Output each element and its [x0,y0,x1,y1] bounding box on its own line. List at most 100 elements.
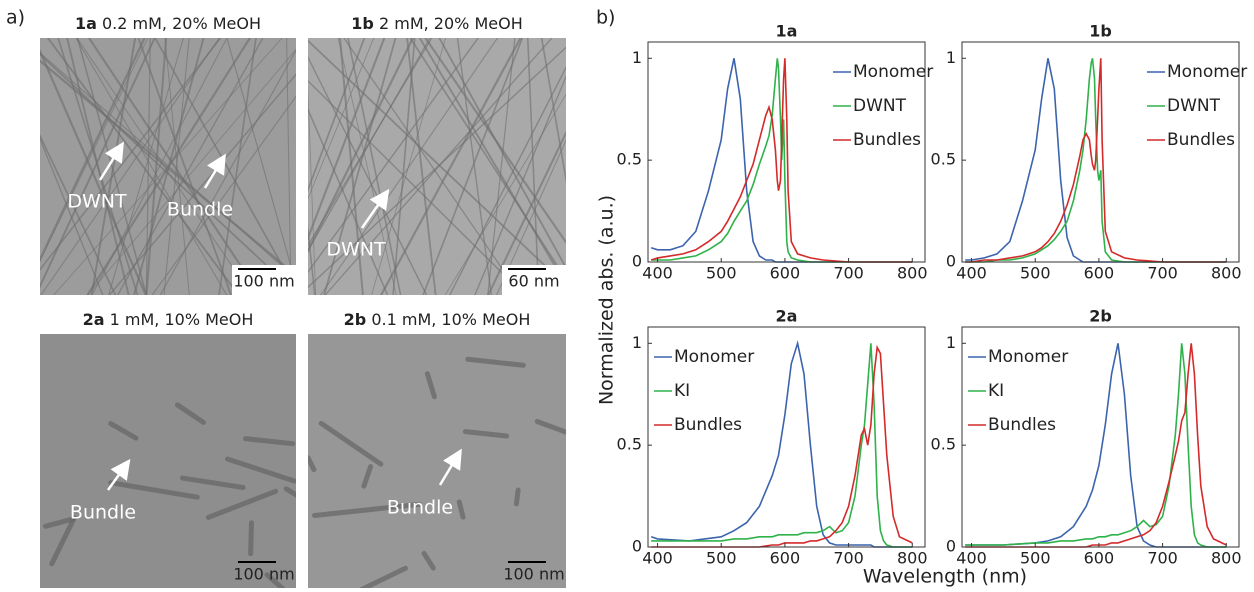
series-line [651,58,913,263]
legend-label: Bundles [988,415,1056,435]
annotation-arrow [203,153,226,189]
fiber [361,464,374,489]
legend-label: Monomer [988,347,1068,367]
series-line [651,343,913,548]
fiber [174,402,206,425]
fiber [264,572,286,588]
y-tick-label: 0.5 [617,435,642,454]
fiber [320,38,499,295]
fiber [318,420,384,467]
fiber [308,223,316,295]
plot-frame [647,326,926,548]
fiber [163,38,190,295]
y-tick-label: 0 [946,537,956,556]
fiber [379,38,522,295]
legend-label: Monomer [1167,62,1247,82]
x-tick-label: 500 [1020,549,1051,568]
fiber [540,38,566,185]
fiber [286,38,292,295]
fiber [87,48,296,295]
micrograph-id: 2a [83,310,105,329]
series-line [965,58,1227,263]
x-tick-label: 500 [1020,264,1051,283]
series-line [650,58,913,263]
plot-frame [961,326,1240,548]
fiber [424,38,566,245]
micrograph-id: 1b [351,14,374,33]
fiber [164,38,190,295]
fiber [323,38,397,295]
micrograph-caption-text: 1 mM, 10% MeOH [110,310,254,329]
fiber [406,38,437,295]
micrograph [308,334,566,588]
fiber [308,38,366,193]
micrograph [308,38,566,295]
annotation-arrow [438,448,462,486]
y-tick-label: 1 [632,333,642,352]
fiber [145,38,151,295]
fiber [456,38,493,295]
annotation: Bundle [167,199,233,221]
fiber [159,49,296,295]
series-line [651,344,913,548]
fiber [283,486,296,498]
annotation: DWNT [326,239,386,261]
scale-bar-label: 100 nm [233,272,294,291]
fiber [534,418,566,435]
legend-label: Bundles [674,415,742,435]
annotation-arrow [98,141,124,181]
x-tick-label: 700 [1147,264,1178,283]
fiber [359,565,408,588]
fiber [308,55,428,295]
x-tick-label: 800 [1211,549,1242,568]
x-tick-label: 400 [642,264,673,283]
scale-bar-label: 60 nm [508,272,559,291]
fiber [86,38,252,295]
fiber [40,137,104,295]
x-tick-label: 700 [833,549,864,568]
series-line [965,343,1227,548]
micrograph [40,334,296,588]
fiber [474,74,566,295]
x-tick-label: 600 [770,264,801,283]
micrograph-image [308,334,566,588]
fiber [0,33,18,300]
fiber [40,133,117,295]
fiber [465,356,526,368]
fiber [40,38,220,295]
micrograph-caption: 2a 1 mM, 10% MeOH [83,310,254,329]
fiber [496,139,566,295]
fiber [347,38,402,295]
legend-label: KI [988,381,1004,401]
fiber [526,38,540,295]
fiber [205,488,279,520]
plot-frame [647,41,926,263]
fiber [308,38,375,200]
fiber [487,130,566,295]
x-tick-label: 800 [1211,264,1242,283]
y-tick-label: 1 [946,333,956,352]
fiber [248,520,254,557]
fiber [40,59,296,277]
chart-title: 1a [776,22,798,41]
fiber [226,38,296,287]
annotation: DWNT [67,191,127,213]
micrograph-caption: 2b 0.1 mM, 10% MeOH [344,310,531,329]
fiber [438,38,566,270]
fiber [421,550,436,571]
fiber [308,38,386,241]
micrograph-id: 2b [344,310,367,329]
x-axis-label: Wavelength (nm) [863,566,1027,588]
micrograph-caption: 1a 0.2 mM, 20% MeOH [75,14,261,33]
series-line [965,343,1227,548]
fiber [179,475,246,491]
micrograph-caption-text: 0.1 mM, 10% MeOH [371,310,530,329]
fiber [422,38,524,295]
fiber [40,38,222,271]
x-tick-label: 400 [956,264,987,283]
x-tick-label: 400 [956,549,987,568]
fiber [225,456,296,484]
y-tick-label: 0 [946,252,956,271]
panel-label: b) [596,7,615,29]
